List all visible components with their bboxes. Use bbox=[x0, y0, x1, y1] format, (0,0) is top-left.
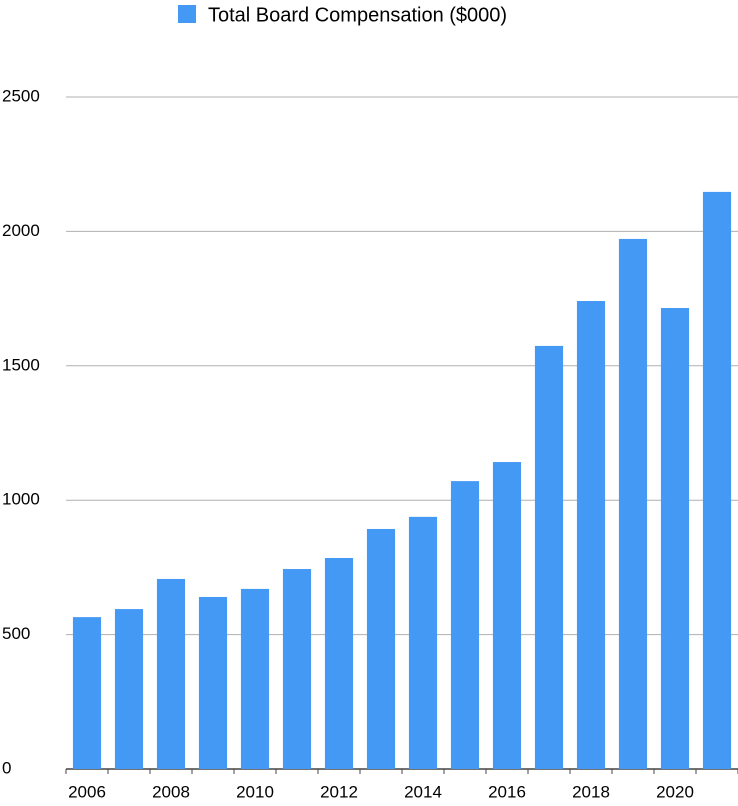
x-tick-label: 2012 bbox=[320, 782, 358, 801]
y-tick-label: 0 bbox=[2, 758, 11, 777]
y-tick-label: 2500 bbox=[2, 86, 40, 105]
x-tick-label: 2014 bbox=[404, 782, 442, 801]
bar bbox=[618, 238, 648, 770]
legend-label: Total Board Compensation ($000) bbox=[208, 4, 507, 26]
x-tick-label: 2006 bbox=[68, 782, 106, 801]
bar bbox=[660, 308, 690, 769]
bar bbox=[282, 569, 312, 769]
x-tick-label: 2020 bbox=[656, 782, 694, 801]
y-tick-label: 1000 bbox=[2, 490, 40, 509]
bar bbox=[492, 462, 522, 769]
bar bbox=[324, 557, 354, 769]
bar bbox=[702, 191, 732, 769]
bar bbox=[156, 578, 186, 769]
bar bbox=[114, 609, 144, 769]
x-tick-label: 2010 bbox=[236, 782, 274, 801]
x-tick-label: 2018 bbox=[572, 782, 610, 801]
bar bbox=[72, 617, 102, 769]
y-tick-label: 500 bbox=[2, 624, 30, 643]
bar bbox=[534, 345, 564, 769]
bar bbox=[576, 301, 606, 769]
legend-swatch bbox=[178, 5, 196, 23]
x-tick-label: 2008 bbox=[152, 782, 190, 801]
y-tick-label: 1500 bbox=[2, 355, 40, 374]
bar bbox=[366, 528, 396, 769]
bar bbox=[408, 516, 438, 769]
y-tick-label: 2000 bbox=[2, 221, 40, 240]
bar bbox=[198, 596, 228, 769]
bar bbox=[240, 588, 270, 769]
bar bbox=[450, 481, 480, 769]
x-tick-label: 2016 bbox=[488, 782, 526, 801]
